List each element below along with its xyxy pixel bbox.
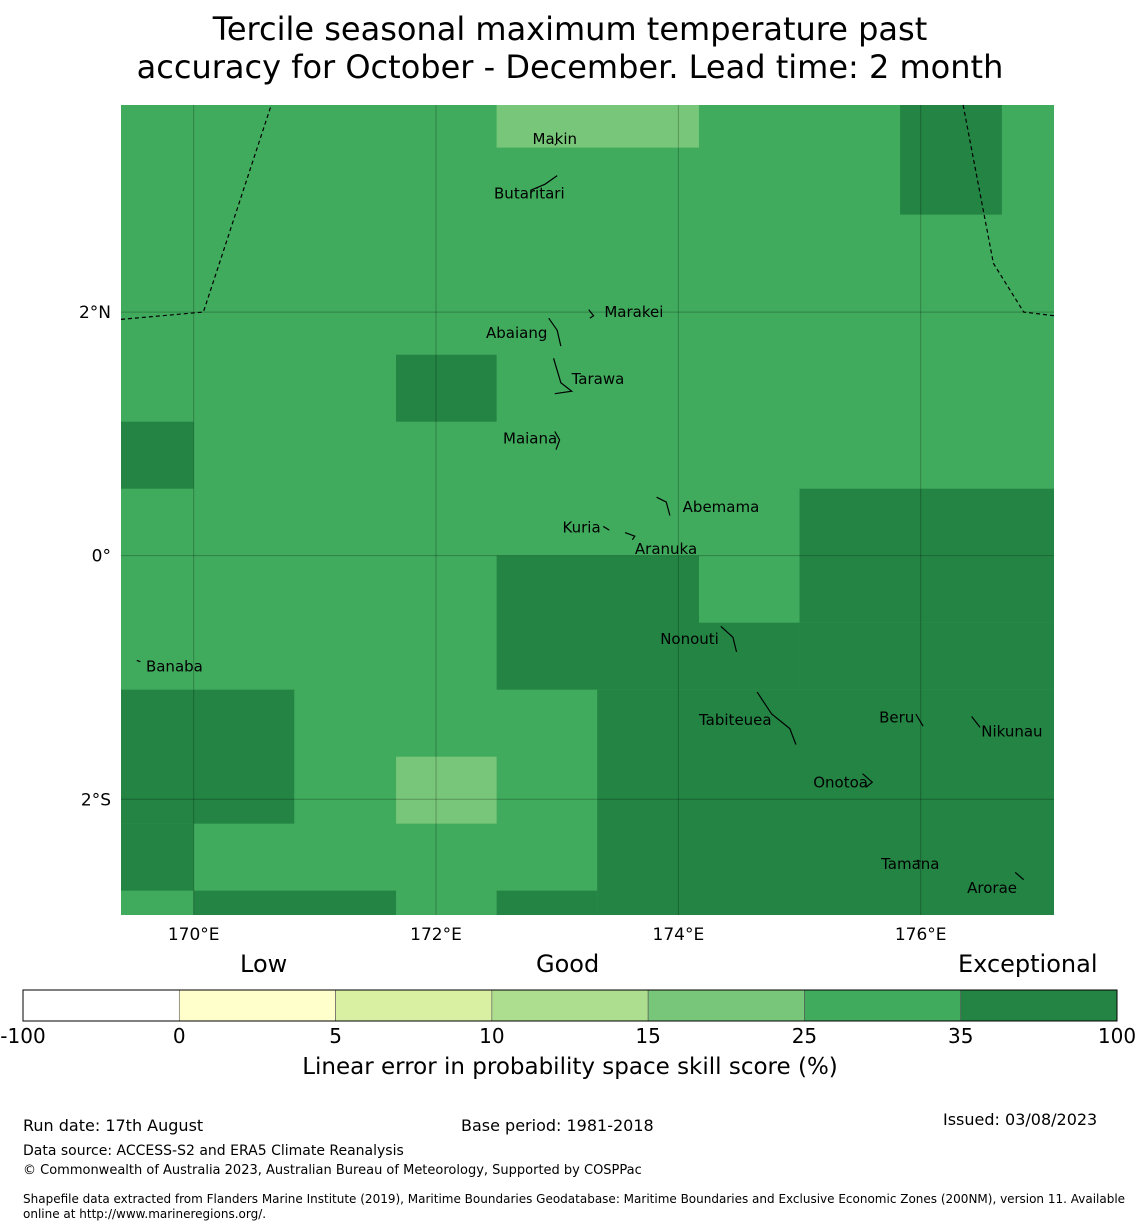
colorbar-segment — [804, 989, 962, 1022]
run-date: Run date: 17th August — [23, 1116, 204, 1135]
island-label: Nonouti — [660, 630, 719, 648]
island-outline — [656, 496, 671, 516]
island-label: Abaiang — [486, 324, 547, 342]
axis-ticks: 170°E 172°E 174°E 176°E 2°N 0° 2°S — [79, 303, 947, 945]
colorbar-segment — [335, 989, 493, 1022]
skill-cell — [496, 890, 598, 915]
issued-date: Issued: 03/08/2023 — [943, 1110, 1098, 1129]
island-label: Arorae — [967, 879, 1017, 897]
colorbar — [22, 989, 1118, 1022]
gridlines — [121, 105, 1054, 915]
island-outline — [588, 309, 595, 319]
skill-cell — [597, 689, 1054, 915]
colorbar-tick-label: 10 — [479, 1024, 505, 1048]
island-label: Maiana — [503, 430, 557, 448]
skill-cell — [799, 555, 1054, 623]
colorbar-tick-label: 25 — [791, 1024, 818, 1048]
island-label: Banaba — [146, 657, 203, 675]
y-tick-label: 2°S — [81, 790, 111, 810]
island-outline — [1014, 871, 1025, 881]
skill-cell — [698, 622, 800, 690]
colorbar-segment — [22, 989, 180, 1022]
x-tick-label: 176°E — [895, 925, 947, 945]
colorbar-tick-label: -100 — [0, 1024, 46, 1048]
island-label: Butaritari — [494, 184, 565, 202]
maritime-boundaries — [120, 104, 1055, 320]
colorbar-segment — [491, 989, 649, 1022]
x-tick-label: 172°E — [410, 925, 462, 945]
colorbar-segment — [647, 989, 805, 1022]
colorbar-tick-label: 15 — [635, 1024, 661, 1048]
colorbar-tick-label: 5 — [329, 1024, 342, 1048]
x-tick-label: 174°E — [653, 925, 705, 945]
island-outline — [916, 859, 921, 862]
island-outline — [624, 531, 636, 541]
island-outline — [554, 143, 557, 146]
island-label: Marakei — [604, 303, 663, 321]
legend-category-good: Good — [536, 950, 600, 978]
shapefile-credit-line-1: Shapefile data extracted from Flanders M… — [23, 1192, 1126, 1206]
island-label: Makin — [533, 130, 578, 148]
eez-boundary — [120, 104, 272, 320]
skill-cell — [121, 823, 194, 891]
skill-cells — [121, 105, 1054, 915]
title-line-2: accuracy for October - December. Lead ti… — [136, 48, 1004, 86]
map-title: Tercile seasonal maximum temperature pas… — [0, 10, 1140, 86]
skill-cell — [396, 354, 497, 422]
colorbar-tick-label: 35 — [947, 1024, 974, 1048]
data-source: Data source: ACCESS-S2 and ERA5 Climate … — [23, 1143, 404, 1159]
colorbar-title: Linear error in probability space skill … — [302, 1054, 838, 1080]
colorbar-tick-label: 100 — [1097, 1024, 1137, 1048]
island-outline — [915, 713, 924, 727]
island-label: Tamana — [880, 855, 939, 873]
x-tick-label: 170°E — [168, 925, 220, 945]
base-period: Base period: 1981-2018 — [461, 1116, 654, 1135]
eez-boundary — [962, 104, 1055, 317]
skill-cell — [900, 105, 1002, 215]
legend-category-exceptional: Exceptional — [958, 950, 1098, 978]
island-label: Nikunau — [981, 722, 1042, 740]
island-label: Tabiteuea — [698, 711, 772, 729]
skill-cell — [193, 890, 397, 915]
colorbar-frame — [22, 989, 1118, 1022]
island-outline — [530, 175, 558, 191]
y-tick-label: 2°N — [79, 303, 111, 323]
island-outline — [720, 625, 738, 653]
skill-cell — [799, 622, 1054, 690]
colorbar-segment — [178, 989, 336, 1022]
skill-cell — [396, 756, 497, 824]
skill-cell — [799, 488, 1054, 556]
title-line-1: Tercile seasonal maximum temperature pas… — [212, 10, 928, 48]
island-outline — [554, 431, 561, 450]
islands: Makin Butaritari Marakei Abaiang Tarawa Maian… — [136, 130, 1043, 897]
skill-cell — [121, 689, 295, 824]
skill-map: Makin Butaritari Marakei Abaiang Tarawa Maian… — [79, 104, 1055, 945]
skill-cell — [496, 105, 699, 148]
island-label: Onotoa — [813, 774, 868, 792]
colorbar-tick-label: 0 — [172, 1024, 186, 1048]
skill-cell — [496, 555, 699, 690]
island-outline — [862, 773, 874, 788]
island-outline — [602, 525, 610, 531]
island-label: Kuria — [563, 519, 601, 537]
legend-category-low: Low — [240, 950, 288, 978]
island-outline — [971, 716, 981, 728]
island-outline — [136, 659, 141, 663]
island-label: Aranuka — [635, 540, 697, 558]
colorbar-segment — [960, 989, 1118, 1022]
island-outline — [552, 358, 574, 395]
island-outline — [756, 691, 797, 745]
island-outline — [548, 317, 562, 347]
copyright: © Commonwealth of Australia 2023, Austra… — [23, 1163, 642, 1178]
shapefile-credit-line-2: online at http://www.marineregions.org/. — [23, 1207, 267, 1221]
island-label: Tarawa — [571, 370, 625, 388]
island-label: Abemama — [683, 498, 760, 516]
island-label: Beru — [879, 709, 914, 727]
y-tick-label: 0° — [92, 547, 111, 567]
skill-cell — [121, 421, 194, 489]
